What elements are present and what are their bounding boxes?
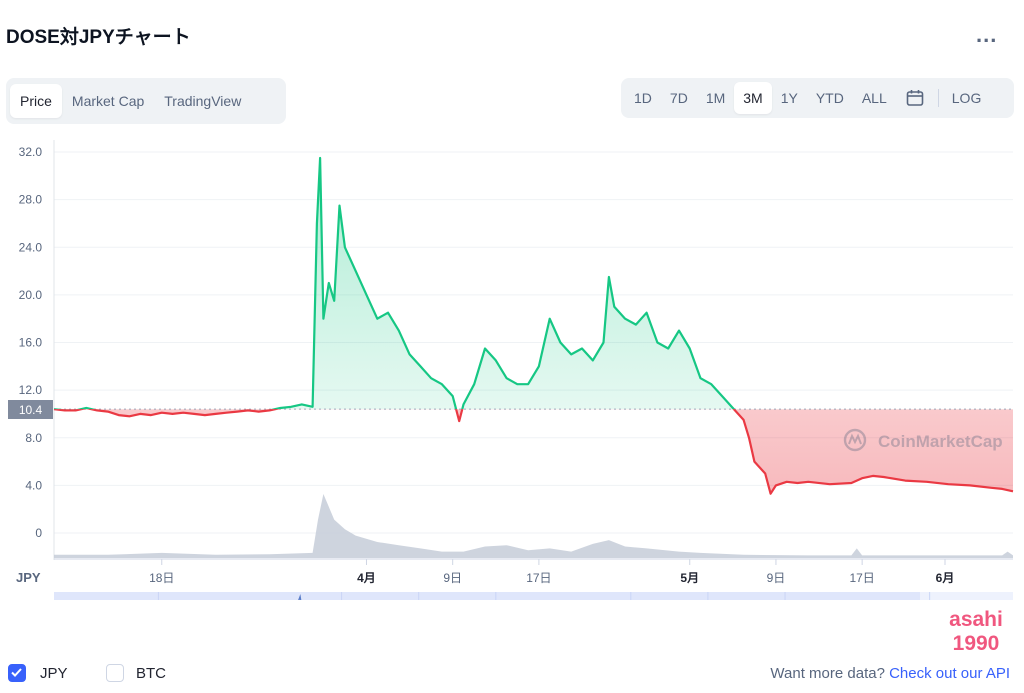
range-ytd[interactable]: YTD (815, 90, 844, 106)
user-watermark: asahi 1990 (936, 608, 1016, 656)
y-tick-label: 32.0 (19, 145, 43, 159)
price-line-up (54, 156, 736, 410)
x-tick-label: 6月 (936, 571, 955, 585)
btc-label: BTC (136, 665, 166, 682)
tab-price[interactable]: Price (10, 84, 62, 118)
range-all[interactable]: ALL (861, 90, 887, 106)
x-tick-label: 9日 (767, 571, 786, 585)
volume-area (54, 494, 1013, 558)
range-3m[interactable]: 3M (734, 82, 772, 114)
price-area-up (81, 158, 734, 410)
footer: JPY BTC Want more data? Check out our AP… (0, 660, 1024, 690)
y-tick-label: 8.0 (25, 431, 42, 445)
more-options-icon[interactable]: ... (976, 22, 998, 47)
btc-checkbox[interactable] (106, 664, 124, 682)
y-tick-label: 28.0 (19, 193, 43, 207)
price-chart[interactable]: 0 4.0 8.0 12.0 16.0 20.0 24.0 28.0 32.0 10.4 Coi… (0, 0, 1024, 600)
navigator-selection[interactable] (54, 592, 920, 600)
tab-tradingview[interactable]: TradingView (164, 93, 242, 109)
price-line-down (53, 409, 1014, 495)
log-toggle[interactable]: LOG (951, 90, 982, 106)
svg-text:CoinMarketCap: CoinMarketCap (878, 432, 1003, 451)
api-link[interactable]: Check out our API (889, 665, 1010, 682)
calendar-icon (906, 90, 924, 106)
jpy-label: JPY (40, 665, 68, 682)
x-tick-label: 4月 (357, 571, 376, 585)
price-area-down (54, 409, 1013, 494)
x-tick-label: 9日 (443, 571, 462, 585)
range-divider (937, 89, 939, 107)
y-tick-label: 24.0 (19, 240, 43, 254)
tab-market-cap[interactable]: Market Cap (71, 93, 145, 109)
y-tick-label: 20.0 (19, 288, 43, 302)
x-axis-currency-label: JPY (16, 570, 41, 585)
coinmarketcap-watermark: CoinMarketCap (843, 428, 1003, 452)
range-7d[interactable]: 7D (669, 90, 688, 106)
jpy-checkbox[interactable] (8, 664, 26, 682)
more-data-prefix: Want more data? (770, 665, 885, 682)
range-1d[interactable]: 1D (634, 90, 652, 106)
x-tick-label: 17日 (526, 571, 551, 585)
range-1y[interactable]: 1Y (780, 90, 798, 106)
y-tick-label: 4.0 (25, 478, 42, 492)
page-title: DOSE対JPYチャート (6, 27, 191, 48)
y-tick-label: 12.0 (19, 383, 43, 397)
y-tick-label: 16.0 (19, 336, 43, 350)
check-icon (11, 668, 22, 677)
user-watermark-line2: 1990 (952, 632, 1000, 655)
chart-type-tabs: Price Market Cap TradingView (6, 78, 286, 124)
x-tick-label: 5月 (680, 571, 699, 585)
y-tick-label: 0 (35, 526, 42, 540)
user-watermark-line1: asahi (949, 608, 1003, 631)
x-tick-label: 17日 (849, 571, 874, 585)
range-selector: 1D 7D 1M 3M 1Y YTD ALL LOG (621, 78, 1014, 118)
range-1m[interactable]: 1M (705, 90, 726, 106)
more-data-text: Want more data? Check out our API (770, 665, 1010, 682)
svg-text:10.4: 10.4 (19, 403, 43, 417)
baseline-label: 10.4 (8, 400, 53, 419)
calendar-button[interactable] (896, 82, 934, 114)
x-tick-label: 18日 (149, 571, 174, 585)
